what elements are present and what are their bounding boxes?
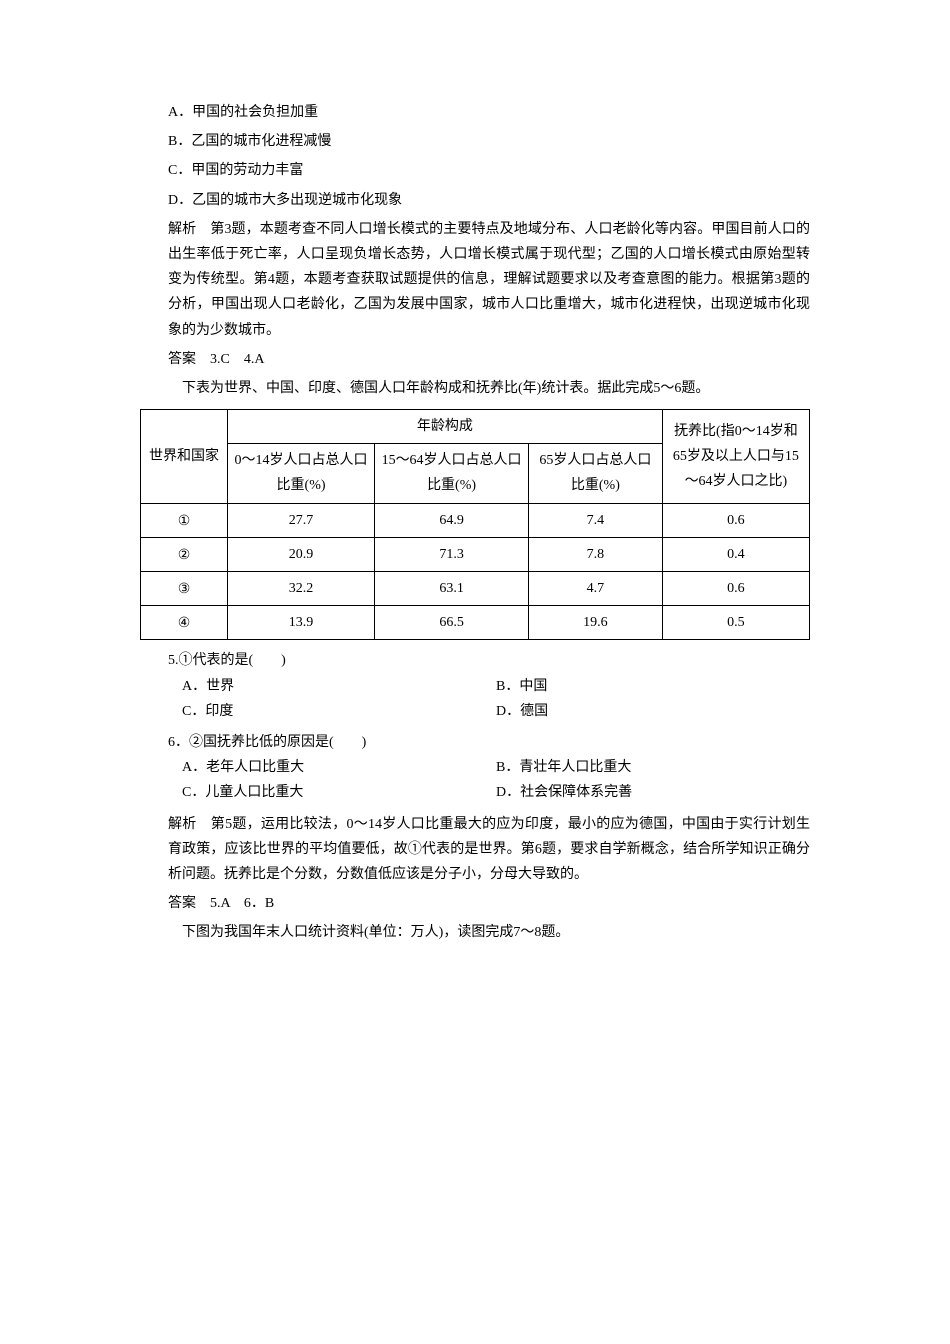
row-label: ②	[141, 537, 228, 571]
cell: 19.6	[529, 606, 663, 640]
table-intro: 下表为世界、中国、印度、德国人口年龄构成和抚养比(年)统计表。据此完成5～6题。	[182, 376, 810, 401]
option-d: D．乙国的城市大多出现逆城市化现象	[168, 188, 810, 213]
header-col3: 65岁人口占总人口比重(%)	[529, 444, 663, 503]
cell: 0.4	[662, 537, 809, 571]
cell: 71.3	[375, 537, 529, 571]
q5-option-c: C．印度	[182, 699, 496, 724]
q6-option-b: B．青壮年人口比重大	[496, 755, 810, 780]
q78-intro: 下图为我国年末人口统计资料(单位：万人)，读图完成7～8题。	[182, 920, 810, 945]
table-header-row-1: 世界和国家 年龄构成 抚养比(指0～14岁和65岁及以上人口与15～64岁人口之…	[141, 410, 810, 444]
cell: 0.5	[662, 606, 809, 640]
option-b: B．乙国的城市化进程减慢	[168, 129, 810, 154]
option-c: C．甲国的劳动力丰富	[168, 158, 810, 183]
table-row: ④ 13.9 66.5 19.6 0.5	[141, 606, 810, 640]
cell: 13.9	[227, 606, 374, 640]
q5-stem: 5.①代表的是( )	[168, 648, 810, 673]
table-row: ③ 32.2 63.1 4.7 0.6	[141, 572, 810, 606]
cell: 0.6	[662, 503, 809, 537]
table-row: ① 27.7 64.9 7.4 0.6	[141, 503, 810, 537]
answer-q34: 答案 3.C 4.A	[168, 347, 810, 372]
cell: 4.7	[529, 572, 663, 606]
cell: 7.4	[529, 503, 663, 537]
header-col2: 15～64岁人口占总人口比重(%)	[375, 444, 529, 503]
q6-option-a: A．老年人口比重大	[182, 755, 496, 780]
row-label: ③	[141, 572, 228, 606]
q5-option-a: A．世界	[182, 674, 496, 699]
row-label: ①	[141, 503, 228, 537]
header-col1: 0～14岁人口占总人口比重(%)	[227, 444, 374, 503]
q5-option-d: D．德国	[496, 699, 810, 724]
cell: 64.9	[375, 503, 529, 537]
cell: 27.7	[227, 503, 374, 537]
table-row: ② 20.9 71.3 7.8 0.4	[141, 537, 810, 571]
q6-option-d: D．社会保障体系完善	[496, 780, 810, 805]
explanation-q56: 解析 第5题，运用比较法，0～14岁人口比重最大的应为印度，最小的应为德国，中国…	[168, 812, 810, 888]
explanation-q34: 解析 第3题，本题考查不同人口增长模式的主要特点及地域分布、人口老龄化等内容。甲…	[168, 217, 810, 343]
option-a: A．甲国的社会负担加重	[168, 100, 810, 125]
cell: 0.6	[662, 572, 809, 606]
cell: 32.2	[227, 572, 374, 606]
cell: 66.5	[375, 606, 529, 640]
row-label: ④	[141, 606, 228, 640]
q6-option-c: C．儿童人口比重大	[182, 780, 496, 805]
cell: 7.8	[529, 537, 663, 571]
q6-stem: 6．②国抚养比低的原因是( )	[168, 730, 810, 755]
cell: 20.9	[227, 537, 374, 571]
answer-q56: 答案 5.A 6．B	[168, 891, 810, 916]
q5-option-b: B．中国	[496, 674, 810, 699]
header-region: 世界和国家	[141, 410, 228, 504]
header-age: 年龄构成	[227, 410, 662, 444]
cell: 63.1	[375, 572, 529, 606]
header-ratio: 抚养比(指0～14岁和65岁及以上人口与15～64岁人口之比)	[662, 410, 809, 504]
population-table: 世界和国家 年龄构成 抚养比(指0～14岁和65岁及以上人口与15～64岁人口之…	[140, 409, 810, 640]
